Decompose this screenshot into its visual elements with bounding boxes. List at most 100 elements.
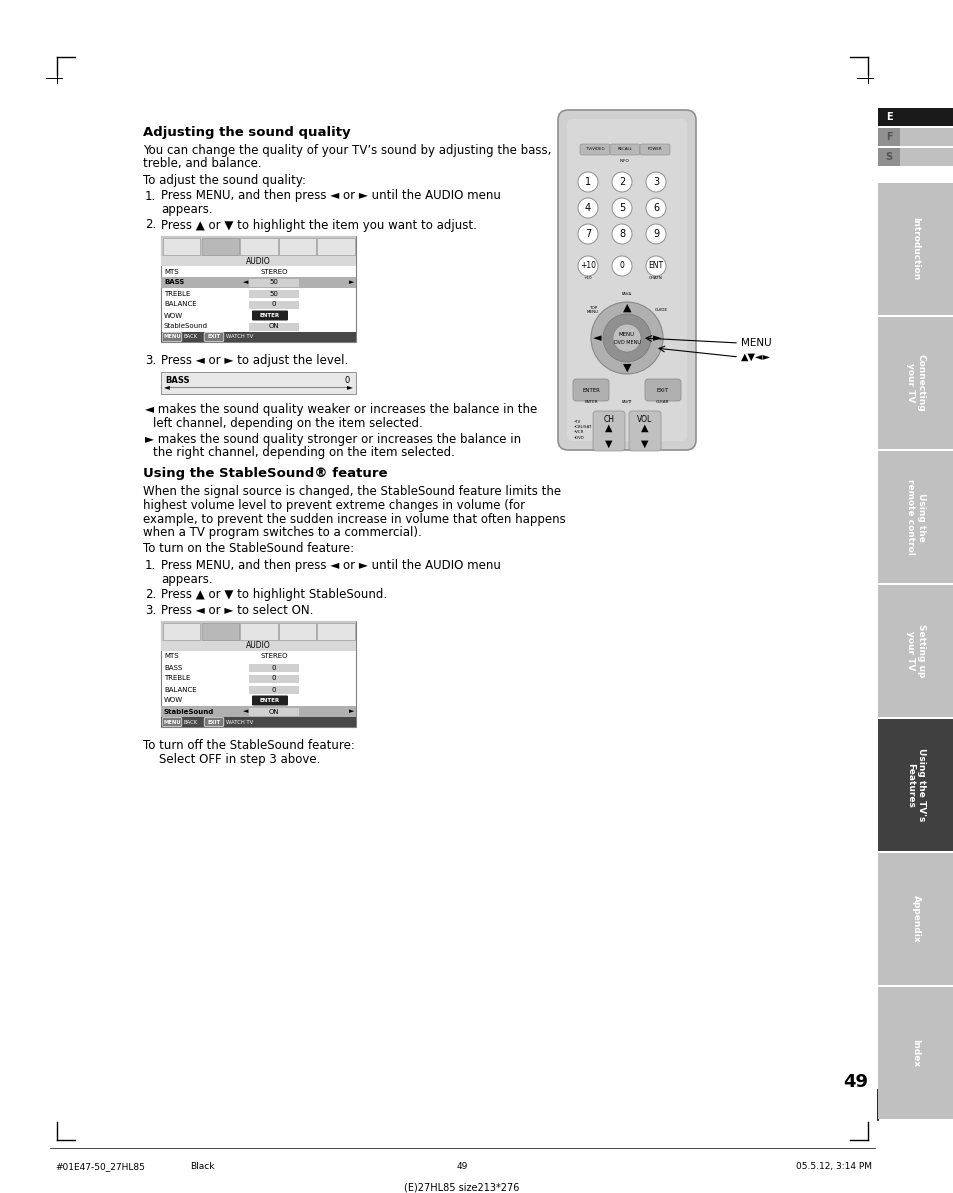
Text: ON: ON <box>269 709 279 715</box>
Text: Index: Index <box>910 1039 920 1067</box>
Bar <box>161 706 355 717</box>
FancyBboxPatch shape <box>204 718 224 727</box>
Text: Using the
remote control: Using the remote control <box>905 480 924 555</box>
Bar <box>877 317 953 449</box>
Text: TOP
MENU: TOP MENU <box>586 305 598 314</box>
Text: MTS: MTS <box>164 268 178 274</box>
Bar <box>161 641 355 651</box>
Text: INFO: INFO <box>619 159 629 163</box>
Text: 6: 6 <box>652 203 659 214</box>
Circle shape <box>578 172 598 192</box>
Bar <box>163 623 200 639</box>
Bar <box>161 622 355 727</box>
Bar <box>877 585 953 717</box>
Circle shape <box>645 224 665 245</box>
Bar <box>317 237 355 255</box>
Circle shape <box>602 314 650 361</box>
Bar <box>249 663 298 672</box>
Circle shape <box>613 324 640 352</box>
Text: treble, and balance.: treble, and balance. <box>143 157 261 171</box>
FancyBboxPatch shape <box>593 412 624 451</box>
Text: ENTER: ENTER <box>259 313 280 319</box>
Bar <box>249 301 298 309</box>
Text: TREBLE: TREBLE <box>164 675 191 681</box>
Text: Appendix: Appendix <box>910 895 920 942</box>
Text: To adjust the sound quality:: To adjust the sound quality: <box>143 174 306 187</box>
Text: 50: 50 <box>270 279 278 285</box>
Text: ENTER: ENTER <box>583 400 598 404</box>
Text: F: F <box>884 132 891 142</box>
Bar <box>249 686 298 693</box>
Bar <box>877 183 953 315</box>
Text: the right channel, depending on the item selected.: the right channel, depending on the item… <box>152 446 455 459</box>
Text: 49: 49 <box>456 1162 467 1172</box>
Text: BASS: BASS <box>164 279 184 285</box>
Bar <box>877 987 953 1119</box>
Bar <box>877 128 899 146</box>
Bar <box>161 236 355 342</box>
Bar <box>317 623 355 639</box>
Text: MENU: MENU <box>618 332 635 336</box>
Text: ▲▼◄►: ▲▼◄► <box>740 352 770 361</box>
Text: ►: ► <box>347 382 353 391</box>
Text: RECALL: RECALL <box>617 148 632 152</box>
FancyBboxPatch shape <box>644 379 680 401</box>
Text: POWER: POWER <box>647 148 661 152</box>
Text: Press MENU, and then press ◄ or ► until the AUDIO menu: Press MENU, and then press ◄ or ► until … <box>161 190 500 203</box>
Bar <box>249 322 298 330</box>
Text: Press ◄ or ► to adjust the level.: Press ◄ or ► to adjust the level. <box>161 354 348 367</box>
Text: StableSound: StableSound <box>164 709 214 715</box>
Text: GUIDE: GUIDE <box>654 308 667 313</box>
Text: ◄: ◄ <box>243 279 249 285</box>
Text: BASS: BASS <box>165 376 190 385</box>
Text: AUDIO: AUDIO <box>246 642 271 650</box>
Text: ► makes the sound quality stronger or increases the balance in: ► makes the sound quality stronger or in… <box>145 433 520 445</box>
Text: 5: 5 <box>618 203 624 214</box>
Text: Press MENU, and then press ◄ or ► until the AUDIO menu: Press MENU, and then press ◄ or ► until … <box>161 560 500 571</box>
Text: highest volume level to prevent extreme changes in volume (for: highest volume level to prevent extreme … <box>143 499 524 512</box>
Text: BALANCE: BALANCE <box>164 302 196 308</box>
FancyBboxPatch shape <box>204 333 224 341</box>
Text: 3.: 3. <box>145 604 156 617</box>
Bar <box>899 148 953 166</box>
Text: MTS: MTS <box>164 654 178 660</box>
Text: 1.: 1. <box>145 190 156 203</box>
Bar <box>877 853 953 985</box>
Text: (E)27HL85 size213*276: (E)27HL85 size213*276 <box>404 1182 519 1192</box>
Circle shape <box>612 198 631 218</box>
Text: BASS: BASS <box>164 665 182 670</box>
Text: appears.: appears. <box>161 573 213 586</box>
Text: +10: +10 <box>579 261 596 271</box>
Text: TV/VIDEO: TV/VIDEO <box>585 148 603 152</box>
Text: To turn off the StableSound feature:: To turn off the StableSound feature: <box>143 738 355 752</box>
FancyBboxPatch shape <box>558 110 696 450</box>
Text: 3: 3 <box>652 177 659 187</box>
Text: WATCH TV: WATCH TV <box>226 334 253 340</box>
Text: BACK: BACK <box>184 719 198 724</box>
Text: 49: 49 <box>842 1073 867 1092</box>
Bar <box>161 371 355 394</box>
Text: TREBLE: TREBLE <box>164 291 191 297</box>
Text: ◄: ◄ <box>164 382 170 391</box>
Text: E: E <box>884 112 891 122</box>
Text: 9: 9 <box>652 229 659 239</box>
Bar <box>877 451 953 583</box>
Text: FAV∇: FAV∇ <box>621 400 632 404</box>
Circle shape <box>578 198 598 218</box>
Text: ENTER: ENTER <box>259 698 280 703</box>
Circle shape <box>645 172 665 192</box>
Text: 0: 0 <box>344 376 350 385</box>
Text: To turn on the StableSound feature:: To turn on the StableSound feature: <box>143 543 354 556</box>
Text: ►: ► <box>349 709 355 715</box>
Text: ENTER: ENTER <box>581 388 599 392</box>
FancyBboxPatch shape <box>162 333 182 341</box>
FancyBboxPatch shape <box>573 379 608 401</box>
Text: Press ▲ or ▼ to highlight StableSound.: Press ▲ or ▼ to highlight StableSound. <box>161 588 387 601</box>
Text: StableSound: StableSound <box>164 323 208 329</box>
Text: 7: 7 <box>584 229 591 239</box>
Circle shape <box>645 198 665 218</box>
Text: 05.5.12, 3:14 PM: 05.5.12, 3:14 PM <box>795 1162 871 1172</box>
Text: 0: 0 <box>272 686 276 692</box>
Bar <box>240 237 277 255</box>
Text: Press ◄ or ► to select ON.: Press ◄ or ► to select ON. <box>161 604 313 617</box>
